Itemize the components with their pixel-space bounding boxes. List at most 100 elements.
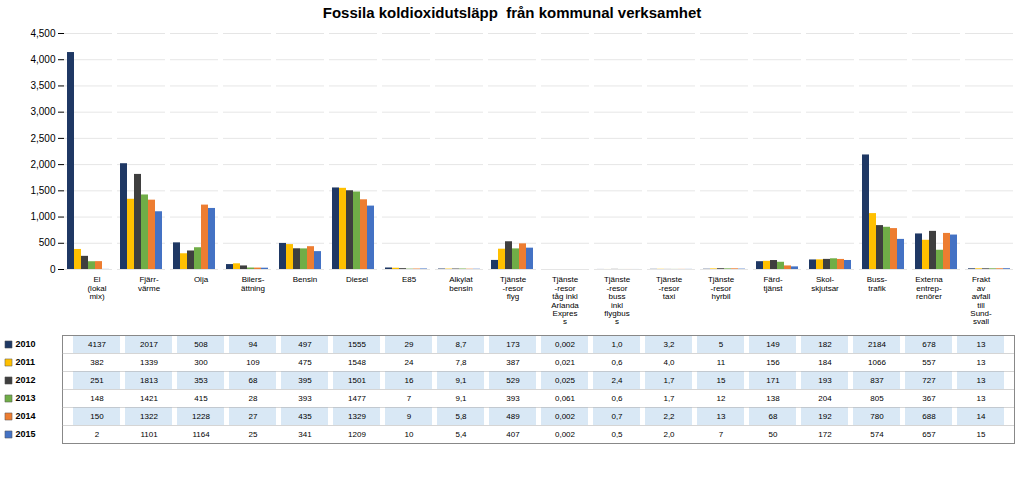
svg-text:Tjänste-resortåg inklArlandaEx: Tjänste-resortåg inklArlandaExpress bbox=[551, 275, 579, 326]
svg-text:171: 171 bbox=[766, 376, 780, 385]
svg-text:50: 50 bbox=[769, 430, 778, 439]
svg-text:1101: 1101 bbox=[140, 430, 158, 439]
svg-text:2,4: 2,4 bbox=[611, 376, 623, 385]
svg-text:27: 27 bbox=[249, 412, 258, 421]
svg-text:657: 657 bbox=[922, 430, 936, 439]
svg-text:193: 193 bbox=[818, 376, 832, 385]
svg-text:1555: 1555 bbox=[348, 340, 366, 349]
svg-text:Tjänste-resorflyg: Tjänste-resorflyg bbox=[500, 275, 527, 301]
svg-text:393: 393 bbox=[506, 394, 520, 403]
svg-text:182: 182 bbox=[818, 340, 832, 349]
svg-text:1209: 1209 bbox=[348, 430, 366, 439]
svg-text:13: 13 bbox=[717, 412, 726, 421]
svg-text:3,500: 3,500 bbox=[30, 80, 55, 91]
svg-text:150: 150 bbox=[90, 412, 104, 421]
svg-text:395: 395 bbox=[298, 376, 312, 385]
svg-text:FraktavavfalltillSund-svall: FraktavavfalltillSund-svall bbox=[970, 275, 992, 326]
svg-text:1322: 1322 bbox=[140, 412, 158, 421]
svg-text:529: 529 bbox=[506, 376, 520, 385]
svg-text:Tjänste-resorhyrbil: Tjänste-resorhyrbil bbox=[708, 275, 735, 301]
svg-text:9,1: 9,1 bbox=[455, 394, 467, 403]
svg-text:4,0: 4,0 bbox=[663, 358, 675, 367]
svg-text:8,7: 8,7 bbox=[455, 340, 467, 349]
svg-text:1339: 1339 bbox=[140, 358, 158, 367]
svg-text:Tjänste-resorbussinklflygbuss: Tjänste-resorbussinklflygbuss bbox=[604, 275, 631, 326]
svg-text:251: 251 bbox=[90, 376, 104, 385]
svg-text:5,4: 5,4 bbox=[455, 430, 467, 439]
svg-text:574: 574 bbox=[870, 430, 884, 439]
svg-text:837: 837 bbox=[870, 376, 884, 385]
svg-text:24: 24 bbox=[405, 358, 414, 367]
svg-text:2012: 2012 bbox=[16, 375, 36, 385]
svg-text:184: 184 bbox=[818, 358, 832, 367]
svg-text:0,5: 0,5 bbox=[611, 430, 623, 439]
svg-text:10: 10 bbox=[405, 430, 414, 439]
svg-text:172: 172 bbox=[818, 430, 832, 439]
svg-text:688: 688 bbox=[922, 412, 936, 421]
svg-text:2: 2 bbox=[95, 430, 100, 439]
svg-text:28: 28 bbox=[249, 394, 258, 403]
svg-text:415: 415 bbox=[194, 394, 208, 403]
svg-text:Bilers-ättning: Bilers-ättning bbox=[241, 275, 265, 292]
svg-text:1813: 1813 bbox=[140, 376, 158, 385]
svg-text:149: 149 bbox=[766, 340, 780, 349]
svg-text:1066: 1066 bbox=[868, 358, 886, 367]
svg-text:2011: 2011 bbox=[16, 357, 36, 367]
svg-text:7,8: 7,8 bbox=[455, 358, 467, 367]
svg-text:2017: 2017 bbox=[140, 340, 158, 349]
svg-text:E85: E85 bbox=[402, 275, 417, 284]
svg-text:94: 94 bbox=[249, 340, 258, 349]
svg-text:489: 489 bbox=[506, 412, 520, 421]
svg-text:12: 12 bbox=[717, 394, 726, 403]
svg-text:0,002: 0,002 bbox=[555, 340, 576, 349]
svg-text:1421: 1421 bbox=[140, 394, 158, 403]
svg-text:13: 13 bbox=[977, 358, 986, 367]
svg-text:727: 727 bbox=[922, 376, 936, 385]
svg-text:0,021: 0,021 bbox=[555, 358, 576, 367]
svg-text:7: 7 bbox=[407, 394, 412, 403]
svg-text:393: 393 bbox=[298, 394, 312, 403]
svg-text:0,002: 0,002 bbox=[555, 412, 576, 421]
svg-text:1228: 1228 bbox=[192, 412, 210, 421]
svg-text:Fjärr-värme: Fjärr-värme bbox=[138, 275, 161, 292]
svg-text:1,000: 1,000 bbox=[30, 211, 55, 222]
svg-text:300: 300 bbox=[194, 358, 208, 367]
svg-text:2,000: 2,000 bbox=[30, 159, 55, 170]
svg-text:475: 475 bbox=[298, 358, 312, 367]
svg-text:29: 29 bbox=[405, 340, 414, 349]
svg-text:2013: 2013 bbox=[16, 393, 36, 403]
svg-text:5,8: 5,8 bbox=[455, 412, 467, 421]
svg-text:1329: 1329 bbox=[348, 412, 366, 421]
svg-text:13: 13 bbox=[977, 340, 986, 349]
svg-text:4,500: 4,500 bbox=[30, 28, 55, 39]
svg-text:3,000: 3,000 bbox=[30, 106, 55, 117]
svg-text:13: 13 bbox=[977, 376, 986, 385]
svg-text:68: 68 bbox=[249, 376, 258, 385]
svg-text:2,500: 2,500 bbox=[30, 133, 55, 144]
svg-text:7: 7 bbox=[719, 430, 724, 439]
svg-text:1,500: 1,500 bbox=[30, 185, 55, 196]
svg-text:13: 13 bbox=[977, 394, 986, 403]
svg-text:407: 407 bbox=[506, 430, 520, 439]
svg-text:Tjänste-resortaxi: Tjänste-resortaxi bbox=[656, 275, 683, 301]
svg-text:Buss-trafik: Buss-trafik bbox=[867, 275, 888, 292]
svg-text:2010: 2010 bbox=[16, 339, 36, 349]
svg-text:3,2: 3,2 bbox=[663, 340, 675, 349]
svg-text:1164: 1164 bbox=[192, 430, 210, 439]
svg-text:0,6: 0,6 bbox=[611, 358, 623, 367]
svg-text:497: 497 bbox=[298, 340, 312, 349]
svg-text:138: 138 bbox=[766, 394, 780, 403]
svg-text:382: 382 bbox=[90, 358, 104, 367]
svg-text:353: 353 bbox=[194, 376, 208, 385]
svg-text:11: 11 bbox=[717, 358, 726, 367]
svg-text:0: 0 bbox=[50, 264, 56, 273]
svg-text:1548: 1548 bbox=[348, 358, 366, 367]
svg-text:El(lokalmix): El(lokalmix) bbox=[87, 275, 106, 301]
svg-text:2184: 2184 bbox=[868, 340, 886, 349]
svg-text:0,002: 0,002 bbox=[555, 430, 576, 439]
svg-text:9,1: 9,1 bbox=[455, 376, 467, 385]
svg-text:0,6: 0,6 bbox=[611, 394, 623, 403]
svg-text:1,0: 1,0 bbox=[611, 340, 623, 349]
svg-text:780: 780 bbox=[870, 412, 884, 421]
svg-text:0,025: 0,025 bbox=[555, 376, 576, 385]
